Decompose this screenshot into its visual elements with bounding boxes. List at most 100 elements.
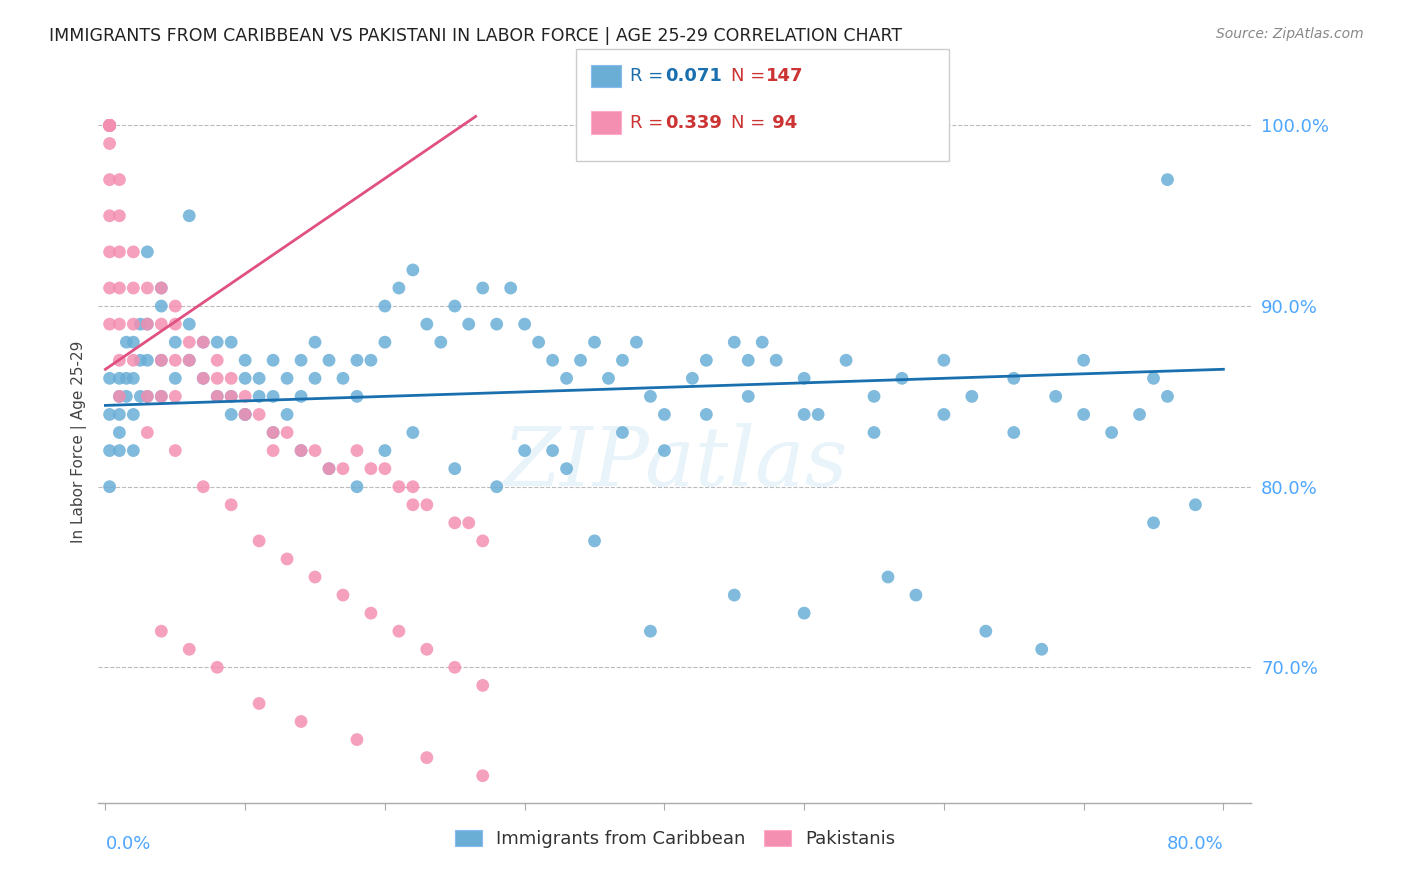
Point [346,443,368,458]
Point [179,353,201,368]
Text: 0.339: 0.339 [665,114,721,132]
Point [598,371,620,385]
Point [205,660,228,674]
Point [136,281,159,295]
Point [98,119,121,133]
Point [233,408,256,422]
Point [193,371,215,385]
Point [219,408,242,422]
Point [262,443,284,458]
Point [122,281,145,295]
Point [318,353,340,368]
Point [179,353,201,368]
Point [612,353,634,368]
Point [98,136,121,151]
Point [219,498,242,512]
Point [193,335,215,350]
Point [98,317,121,331]
Point [247,408,270,422]
Point [1073,353,1095,368]
Point [247,697,270,711]
Point [1073,408,1095,422]
Point [583,533,606,548]
Point [165,317,187,331]
Point [1184,498,1206,512]
Point [98,119,121,133]
Point [150,389,173,403]
Point [430,335,453,350]
Point [485,317,508,331]
Text: N =: N = [731,114,770,132]
Point [136,389,159,403]
Point [98,281,121,295]
Point [122,443,145,458]
Point [165,299,187,313]
Point [150,353,173,368]
Point [108,425,131,440]
Point [388,624,411,639]
Point [793,371,815,385]
Point [136,353,159,368]
Point [122,353,145,368]
Text: 94: 94 [766,114,797,132]
Point [527,335,550,350]
Point [1045,389,1067,403]
Point [98,119,121,133]
Point [681,371,703,385]
Point [98,480,121,494]
Point [150,624,173,639]
Point [485,480,508,494]
Point [233,408,256,422]
Point [247,389,270,403]
Point [793,408,815,422]
Point [276,552,298,566]
Point [654,443,676,458]
Point [807,408,830,422]
Point [233,389,256,403]
Point [129,353,152,368]
Point [98,408,121,422]
Point [129,317,152,331]
Point [98,209,121,223]
Point [654,408,676,422]
Point [583,335,606,350]
Point [569,353,592,368]
Point [98,371,121,385]
Point [346,389,368,403]
Point [360,606,382,620]
Text: IMMIGRANTS FROM CARIBBEAN VS PAKISTANI IN LABOR FORCE | AGE 25-29 CORRELATION CH: IMMIGRANTS FROM CARIBBEAN VS PAKISTANI I… [49,27,903,45]
Point [877,570,900,584]
Point [150,299,173,313]
Point [122,335,145,350]
Point [150,281,173,295]
Point [904,588,927,602]
Point [457,317,479,331]
Point [165,353,187,368]
Point [402,425,425,440]
Point [136,425,159,440]
Point [179,317,201,331]
Point [360,353,382,368]
Point [932,408,955,422]
Text: R =: R = [630,67,669,85]
Point [205,371,228,385]
Point [108,371,131,385]
Point [98,443,121,458]
Point [98,119,121,133]
Point [612,425,634,440]
Point [290,714,312,729]
Point [388,281,411,295]
Point [737,353,759,368]
Point [219,389,242,403]
Point [1002,371,1025,385]
Point [115,371,138,385]
Point [276,425,298,440]
Point [932,353,955,368]
Point [98,119,121,133]
Y-axis label: In Labor Force | Age 25-29: In Labor Force | Age 25-29 [72,341,87,542]
Point [416,498,439,512]
Point [122,317,145,331]
Point [960,389,983,403]
Point [136,317,159,331]
Point [98,172,121,186]
